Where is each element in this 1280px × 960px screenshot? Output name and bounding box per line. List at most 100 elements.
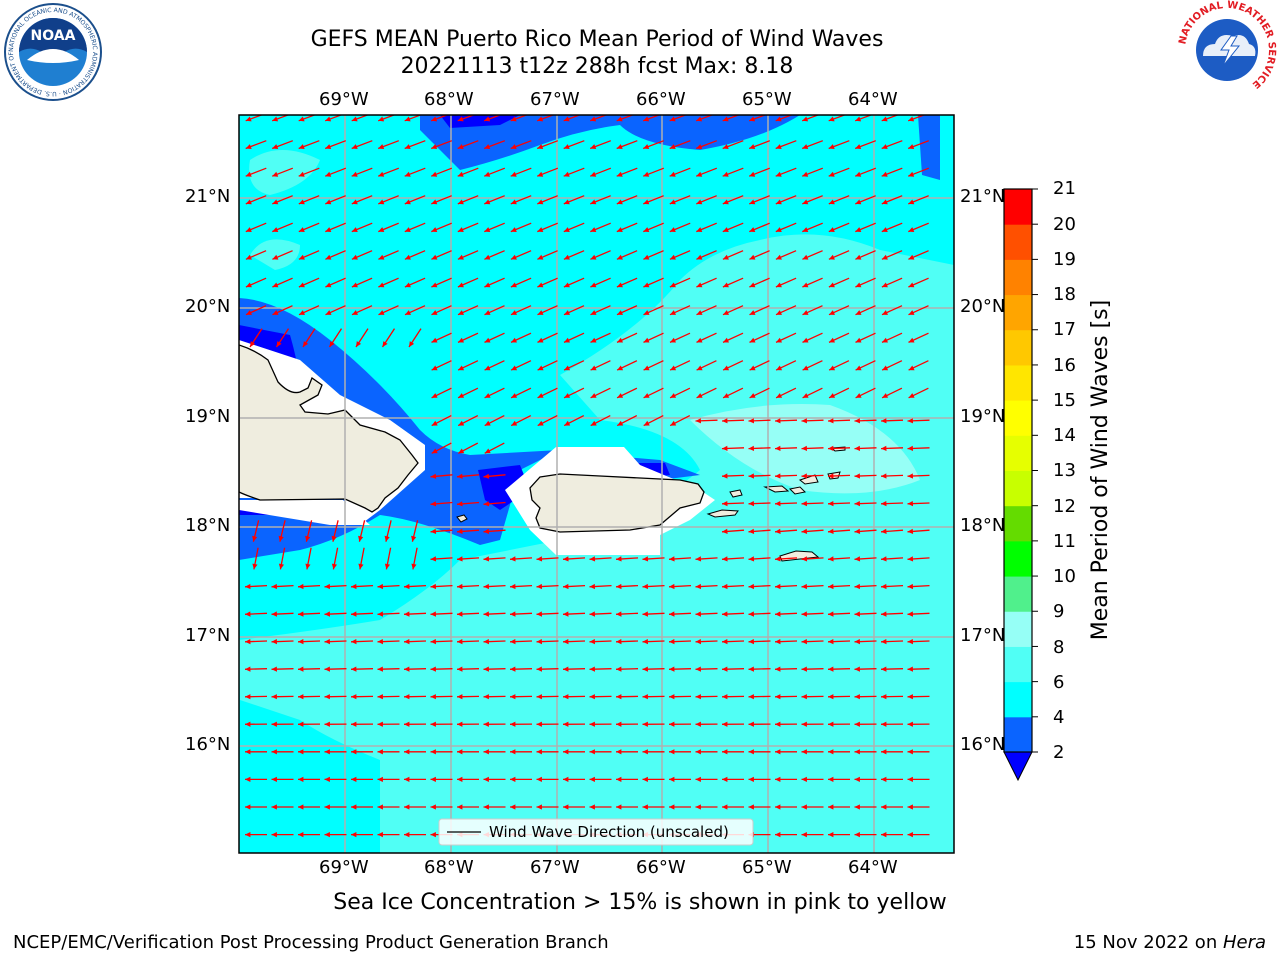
- wind-wave-arrowhead: [801, 528, 808, 534]
- wind-wave-arrowhead: [298, 832, 304, 838]
- wind-wave-arrowhead: [616, 227, 623, 232]
- wind-wave-arrowhead: [483, 528, 490, 534]
- wind-wave-arrowhead: [430, 501, 437, 507]
- wind-wave-arrowhead: [695, 776, 701, 782]
- wind-wave-arrowhead: [245, 749, 251, 755]
- wind-wave-arrowhead: [378, 254, 385, 260]
- wind-wave-arrowhead: [271, 832, 277, 838]
- wind-wave-arrowhead: [748, 418, 754, 424]
- colorbar-segment: [1004, 400, 1032, 436]
- wind-wave-arrowhead: [298, 804, 304, 810]
- wind-wave-arrowhead: [696, 199, 703, 205]
- wind-wave-arrowhead: [351, 721, 357, 727]
- wind-wave-arrowhead: [510, 254, 517, 260]
- wind-wave-arrowhead: [271, 721, 277, 727]
- wind-wave-arrowhead: [907, 721, 913, 727]
- lon-label-top: 67°W: [530, 89, 580, 110]
- colorbar-tick: 8: [1053, 637, 1065, 658]
- wind-wave-arrowhead: [325, 227, 332, 232]
- wind-wave-arrowhead: [589, 721, 595, 727]
- wind-wave-arrowhead: [907, 445, 913, 451]
- wind-wave-arrowhead: [510, 694, 516, 700]
- wind-wave-arrowhead: [563, 804, 569, 810]
- wind-wave-arrowhead: [358, 563, 364, 570]
- period-6-8-region: [249, 150, 320, 195]
- wind-wave-arrowhead: [722, 254, 729, 260]
- wind-wave-arrowhead: [881, 804, 887, 810]
- wind-wave-arrowhead: [642, 749, 648, 755]
- wind-wave-arrowhead: [484, 310, 491, 315]
- wind-wave-arrowhead: [881, 556, 887, 562]
- wind-wave-arrowhead: [404, 721, 410, 727]
- wind-wave-arrowhead: [616, 556, 622, 562]
- wind-wave-arrowhead: [881, 721, 887, 727]
- hispaniola-land: [239, 344, 419, 513]
- wind-wave-arrowhead: [458, 310, 464, 315]
- wind-wave-arrowhead: [669, 199, 676, 205]
- lon-label-bottom: 69°W: [319, 857, 369, 878]
- wind-wave-arrowhead: [563, 199, 570, 205]
- wind-wave-arrowhead: [881, 171, 888, 177]
- wind-wave-arrowhead: [537, 310, 544, 315]
- wind-wave-arrowhead: [882, 393, 889, 398]
- wind-wave-arrowhead: [669, 639, 675, 645]
- wind-wave-arrowhead: [643, 144, 650, 149]
- wind-wave-arrowhead: [589, 583, 595, 590]
- wind-wave-period-map: Wind Wave Direction (unscaled) Mean Peri…: [238, 114, 1113, 854]
- wind-wave-arrowhead: [722, 418, 728, 424]
- wind-wave-arrowhead: [616, 144, 623, 149]
- wind-wave-arrowhead: [298, 639, 304, 645]
- wind-wave-arrowhead: [907, 583, 913, 590]
- wind-wave-arrowhead: [828, 583, 834, 590]
- wind-wave-arrowhead: [748, 749, 754, 755]
- footer-date: 15 Nov 2022 on Hera: [1074, 932, 1266, 954]
- wind-wave-arrowhead: [907, 832, 913, 838]
- wind-wave-arrowhead: [457, 721, 463, 727]
- wind-wave-arrowhead: [563, 556, 569, 562]
- wind-wave-arrowhead: [245, 227, 252, 232]
- period-6-8-region: [250, 239, 300, 270]
- wind-wave-arrowhead: [881, 501, 887, 507]
- lat-label-right: 18°N: [960, 515, 1006, 536]
- wind-wave-arrowhead: [510, 666, 516, 672]
- wind-wave-arrowhead: [510, 171, 517, 177]
- wind-wave-arrowhead: [776, 365, 783, 371]
- lat-label-right: 16°N: [960, 734, 1006, 755]
- wind-wave-arrowhead: [590, 393, 597, 398]
- wind-wave-arrowhead: [431, 116, 438, 122]
- wind-wave-arrowhead: [483, 556, 490, 562]
- wind-wave-arrowhead: [854, 501, 860, 507]
- colorbar-segment: [1004, 470, 1032, 507]
- wind-wave-arrowhead: [775, 721, 781, 727]
- wind-wave-arrowhead: [775, 583, 781, 590]
- colorbar-segment: [1004, 224, 1032, 260]
- wind-wave-arrowhead: [245, 583, 251, 590]
- wind-wave-arrowhead: [669, 721, 675, 727]
- wind-wave-arrowhead: [483, 666, 489, 672]
- wind-wave-arrowhead: [907, 639, 913, 645]
- wind-wave-arrowhead: [669, 804, 675, 810]
- wind-wave-arrowhead: [882, 337, 888, 343]
- wind-wave-arrowhead: [245, 804, 251, 810]
- wind-wave-arrowhead: [458, 337, 464, 343]
- wind-wave-arrowhead: [748, 528, 755, 534]
- period-4-6-region: [239, 586, 330, 620]
- wind-wave-arrowhead: [563, 583, 569, 590]
- wind-wave-arrowhead: [271, 639, 277, 645]
- wind-wave-arrowhead: [908, 171, 915, 177]
- wind-wave-arrowhead: [907, 776, 913, 782]
- wind-wave-arrowhead: [457, 694, 463, 700]
- wind-wave-arrowhead: [670, 420, 677, 426]
- wind-wave-arrowhead: [484, 144, 491, 149]
- wind-wave-arrowhead: [377, 749, 383, 755]
- wind-wave-arrowhead: [324, 666, 330, 672]
- wind-wave-arrowhead: [722, 144, 729, 149]
- wind-wave-arrowhead: [643, 254, 650, 260]
- sea-ice-note: Sea Ice Concentration > 15% is shown in …: [333, 890, 947, 915]
- wind-wave-arrowhead: [642, 583, 648, 590]
- wind-wave-arrowhead: [670, 310, 676, 315]
- wind-wave-arrowhead: [430, 832, 436, 838]
- wind-wave-arrowhead: [457, 666, 463, 672]
- wind-wave-arrowhead: [484, 365, 491, 371]
- wind-wave-arrowhead: [404, 611, 410, 617]
